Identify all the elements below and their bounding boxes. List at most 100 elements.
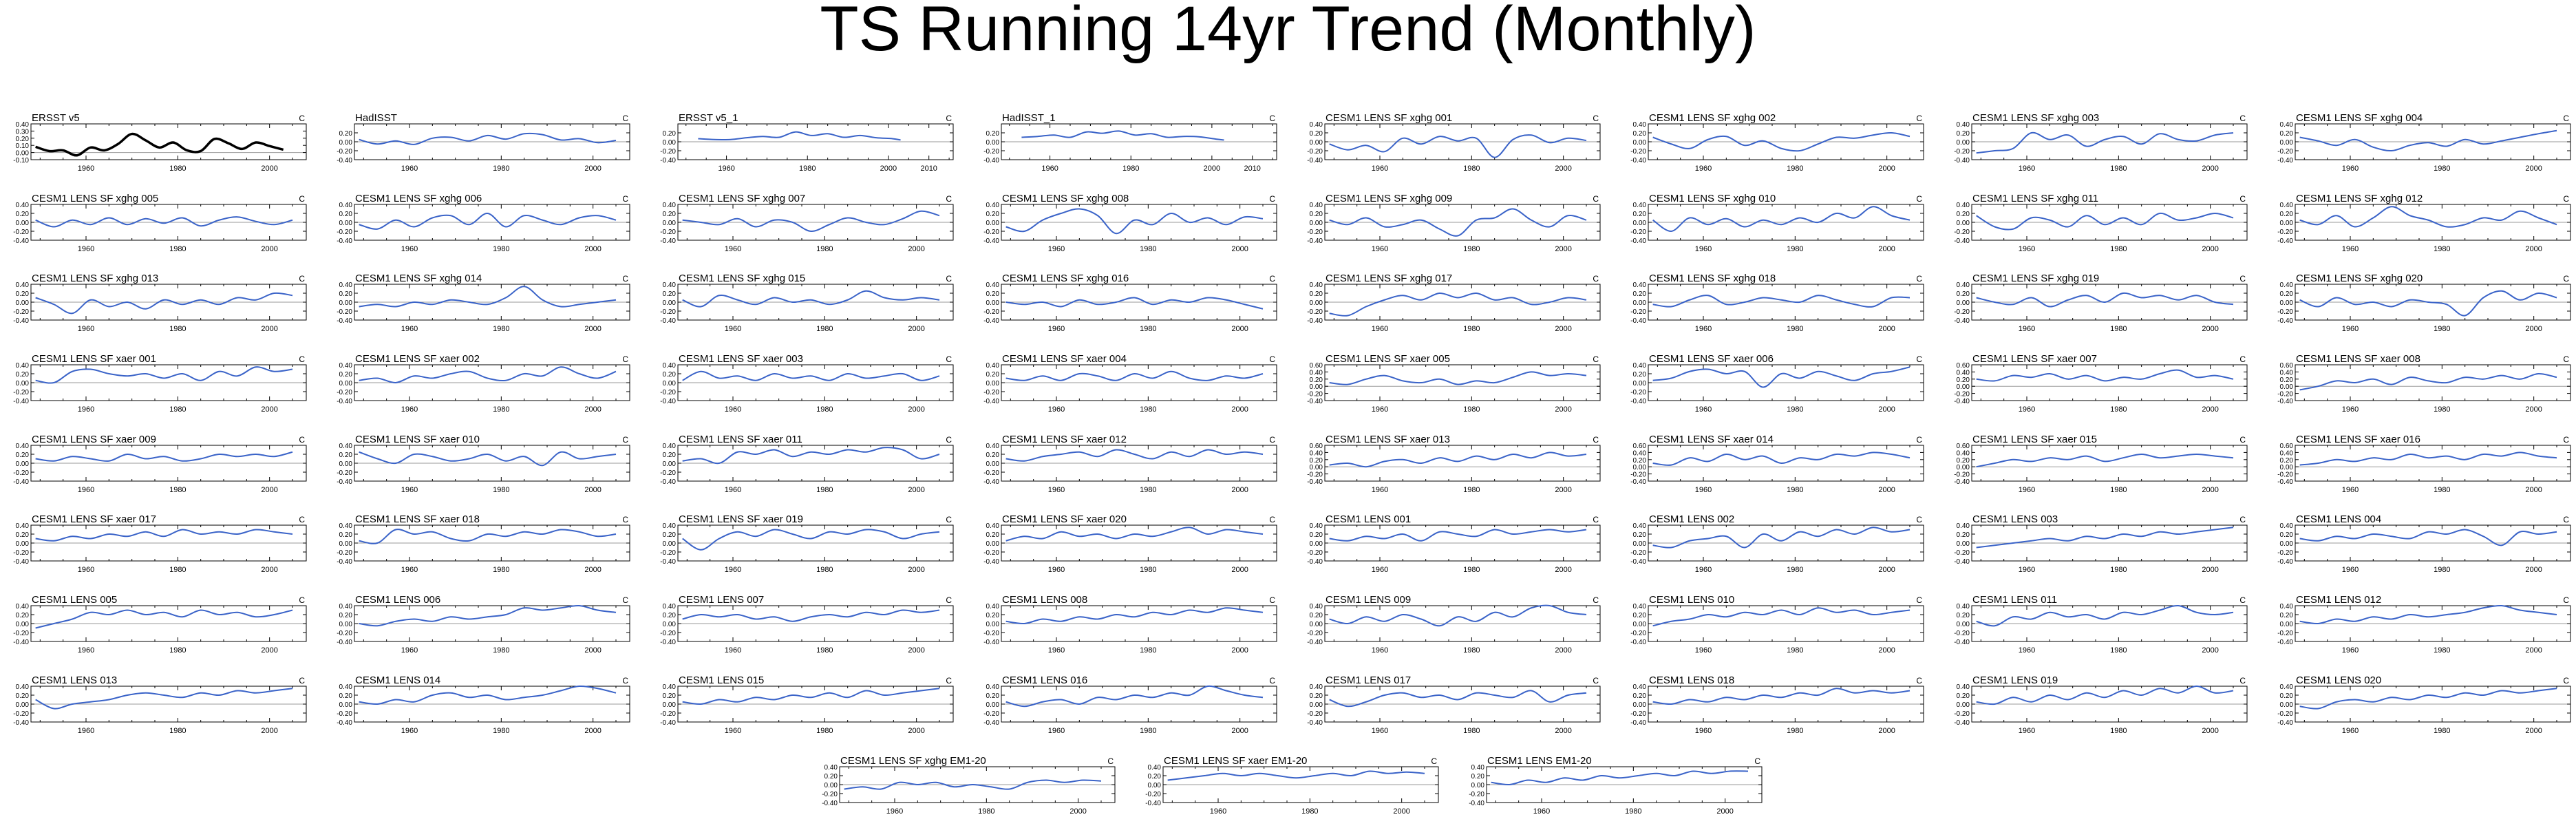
- x-tick-label: 1960: [401, 486, 418, 494]
- panel-title: CESM1 LENS SF xghg 007: [679, 193, 805, 204]
- y-tick-label: -0.20: [660, 630, 676, 637]
- chart-panel: CESM1 LENS SF xghg 008 C 0.40 0.20 0.00 -0.20…: [983, 193, 1277, 253]
- panel-title: CESM1 LENS 015: [679, 675, 764, 686]
- y-tick-label: 0.20: [16, 531, 30, 539]
- x-tick-label: 1980: [493, 405, 509, 414]
- x-tick-label: 2000: [1555, 486, 1571, 494]
- y-tick-label: -0.20: [1307, 391, 1323, 399]
- y-tick-label: -0.40: [660, 719, 676, 727]
- series-line: [2299, 688, 2557, 710]
- x-tick-label: 1960: [1372, 566, 1388, 574]
- chart-panel: CESM1 LENS SF xaer 018 C 0.400.200.00-0.20…: [337, 513, 630, 574]
- x-tick-label: 1960: [2342, 646, 2359, 655]
- y-tick-label: 0.40: [1957, 202, 1970, 209]
- chart-panel: CESM1 LENS SF xghg 004 C 0.400.200.00-0.20…: [2277, 112, 2571, 173]
- unit-label: C: [946, 676, 952, 686]
- unit-label: C: [299, 354, 305, 364]
- x-tick-label: 1980: [1787, 566, 1803, 574]
- x-tick-label: 1960: [725, 566, 741, 574]
- unit-label: C: [299, 194, 305, 204]
- chart-panel: CESM1 LENS SF xaer 011 C 0.40 0.200.00-0.20…: [660, 434, 954, 494]
- panel-title: CESM1 LENS SF xaer 014: [1649, 434, 1774, 445]
- panel-title: CESM1 LENS SF xghg 004: [2296, 112, 2423, 124]
- y-tick-label: 0.40: [1310, 603, 1323, 610]
- x-tick-label: 1980: [169, 646, 186, 655]
- panel-title: CESM1 LENS SF xaer 006: [1649, 353, 1774, 365]
- x-tick-label: 1980: [978, 807, 994, 816]
- x-tick-label: 1980: [2434, 727, 2450, 735]
- y-tick-label: -0.20: [660, 148, 676, 156]
- y-tick-label: -0.40: [1307, 478, 1323, 486]
- series-line: [1005, 449, 1264, 462]
- y-tick-label: 0.00: [986, 621, 1000, 628]
- y-tick-label: 0.40: [663, 443, 677, 450]
- y-tick-label: -0.20: [1630, 549, 1646, 557]
- panel-title: CESM1 LENS SF xghg 018: [1649, 273, 1776, 284]
- y-tick-label: -0.40: [1630, 558, 1646, 566]
- y-tick-label: 0.40: [1310, 282, 1323, 289]
- x-tick-label: 2010: [1244, 164, 1260, 173]
- x-tick-label: 1960: [1048, 245, 1065, 253]
- y-tick-label: 0.20: [986, 531, 1000, 539]
- y-tick-label: -0.40: [337, 157, 352, 164]
- chart-panel: CESM1 LENS 012 C 0.40 0.20 0.00 -0.20 -0.40 196…: [2277, 594, 2571, 655]
- y-tick-label: 0.20: [663, 211, 677, 218]
- chart-panel: CESM1 LENS SF xghg 006 C 0.40 0.20 0.00 -0.20…: [337, 193, 630, 253]
- y-tick-label: 0.00: [1310, 464, 1323, 471]
- y-tick-label: 0.40: [339, 683, 353, 691]
- y-tick-label: 0.00: [1957, 299, 1970, 307]
- x-tick-label: 1980: [1625, 807, 1641, 816]
- y-tick-label: -0.20: [337, 630, 352, 637]
- x-tick-label: 2000: [1231, 486, 1248, 494]
- series-line: [1005, 527, 1264, 542]
- unit-label: C: [299, 274, 305, 284]
- series-line: [698, 131, 901, 141]
- series-line: [35, 292, 293, 315]
- chart-panel: CESM1 LENS SF xaer 005 C0.600.400.200.00-…: [1307, 353, 1601, 414]
- x-tick-label: 1960: [1695, 727, 1712, 735]
- y-tick-label: 0.20: [16, 692, 30, 700]
- y-tick-label: -0.40: [337, 398, 352, 405]
- series-line: [844, 779, 1102, 790]
- x-tick-label: 1960: [1695, 646, 1712, 655]
- chart-panel: CESM1 LENS 002 C 0.400.200.00-0.20-0.40 196…: [1630, 513, 1924, 574]
- y-tick-label: 0.00: [339, 460, 353, 468]
- y-tick-label: 0.40: [986, 683, 1000, 691]
- y-tick-label: -0.40: [983, 639, 999, 646]
- y-tick-label: -0.20: [660, 710, 676, 718]
- y-tick-label: -0.40: [1954, 639, 1970, 646]
- y-tick-label: 0.20: [1310, 130, 1323, 138]
- chart-panel: CESM1 LENS 009 C 0.40 0.20 0.00 -0.20 -0.40 196…: [1307, 594, 1601, 655]
- unit-label: C: [622, 676, 628, 686]
- y-tick-label: 0.40: [16, 522, 30, 530]
- y-tick-label: -0.40: [2277, 237, 2293, 245]
- y-tick-label: -0.40: [337, 639, 352, 646]
- panel-title: CESM1 LENS SF xaer 011: [679, 434, 802, 445]
- panel-title: CESM1 LENS 001: [1326, 513, 1411, 525]
- x-tick-label: 1960: [1695, 486, 1712, 494]
- panel-title: CESM1 LENS EM1-20: [1487, 755, 1592, 767]
- x-tick-label: 1980: [169, 727, 186, 735]
- x-tick-label: 1980: [2434, 405, 2450, 414]
- unit-label: C: [622, 354, 628, 364]
- y-tick-label: -0.40: [13, 317, 29, 325]
- y-tick-label: 0.00: [986, 701, 1000, 709]
- y-tick-label: 0.40: [1310, 121, 1323, 129]
- y-tick-label: 0.00: [986, 299, 1000, 307]
- panel-title: CESM1 LENS SF xaer 013: [1326, 434, 1450, 445]
- y-tick-label: 0.20: [16, 371, 30, 379]
- series-line: [359, 451, 617, 467]
- y-tick-label: 0.20: [1957, 612, 1970, 619]
- y-tick-label: -0.10: [13, 157, 29, 164]
- series-line: [1652, 527, 1910, 549]
- unit-label: C: [1916, 274, 1922, 284]
- x-tick-label: 1980: [493, 727, 509, 735]
- y-tick-label: -0.20: [337, 148, 352, 156]
- x-tick-label: 2000: [880, 164, 897, 173]
- x-tick-label: 1980: [1463, 566, 1480, 574]
- y-tick-label: 0.00: [16, 701, 30, 709]
- x-tick-label: 2000: [1555, 325, 1571, 333]
- y-tick-label: 0.00: [663, 621, 677, 628]
- x-tick-label: 1960: [725, 727, 741, 735]
- y-tick-label: -0.20: [1954, 308, 1970, 316]
